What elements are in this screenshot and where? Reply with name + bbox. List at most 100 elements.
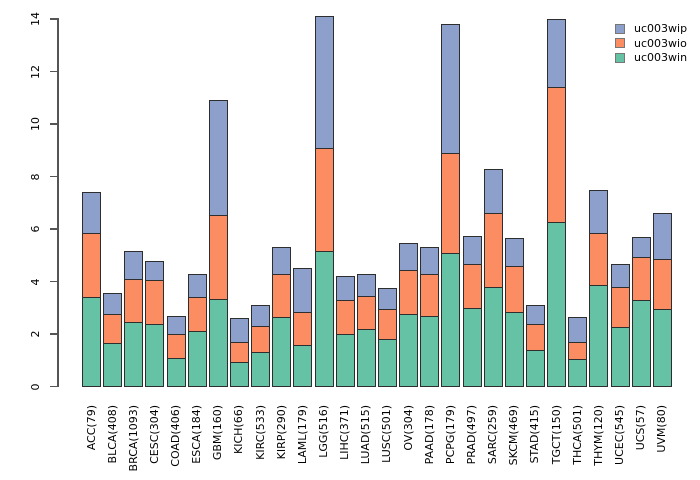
- bar-segment-uc003wip: [441, 24, 461, 154]
- x-tick-label: BRCA(1093): [126, 405, 140, 472]
- x-tick-label: KICH(66): [232, 405, 246, 454]
- bar-segment-uc003win: [251, 352, 271, 387]
- bar-segment-uc003wip: [314, 16, 334, 149]
- legend-item: uc003wip: [615, 23, 687, 35]
- y-tick-label: 2: [29, 330, 42, 338]
- bar-segment-uc003win: [441, 252, 461, 387]
- legend-item: uc003win: [615, 52, 687, 64]
- x-tick-label: BLCA(408): [105, 405, 119, 464]
- bar-segment-uc003wio: [314, 147, 334, 253]
- y-tick-label: 8: [29, 173, 42, 180]
- bar-segment-uc003wio: [272, 273, 292, 318]
- bar-segment-uc003wio: [547, 87, 567, 224]
- y-tick: [50, 385, 57, 388]
- bar-segment-uc003wip: [568, 316, 588, 343]
- bar-segment-uc003win: [377, 339, 397, 387]
- y-tick-label: 14: [29, 12, 42, 26]
- bar-segment-uc003wio: [441, 152, 461, 254]
- legend-label: uc003wip: [634, 22, 688, 36]
- bar-segment-uc003win: [356, 328, 376, 387]
- legend-item: uc003wio: [615, 38, 687, 50]
- legend-swatch-icon: [615, 38, 625, 49]
- bar-segment-uc003win: [335, 334, 355, 387]
- bar-segment-uc003wip: [229, 318, 249, 343]
- y-tick: [50, 228, 57, 230]
- bar-segment-uc003win: [103, 343, 123, 387]
- bar-segment-uc003wio: [356, 295, 376, 330]
- bar-segment-uc003wip: [483, 168, 503, 215]
- bar-segment-uc003wio: [377, 309, 397, 341]
- bar-segment-uc003wip: [589, 189, 609, 234]
- bar-segment-uc003wio: [589, 232, 609, 287]
- y-tick-label: 10: [29, 117, 42, 131]
- bar-segment-uc003wip: [547, 19, 567, 89]
- bar-segment-uc003wip: [103, 293, 123, 316]
- bar-segment-uc003win: [652, 309, 672, 387]
- bar-segment-uc003wio: [187, 297, 207, 333]
- bar-segment-uc003wip: [335, 276, 355, 301]
- bar-segment-uc003wio: [420, 273, 440, 317]
- bar-segment-uc003win: [272, 316, 292, 387]
- bar-segment-uc003win: [631, 299, 651, 387]
- bar-segment-uc003wip: [251, 305, 271, 328]
- bar-segment-uc003wip: [356, 273, 376, 297]
- y-tick: [50, 70, 57, 73]
- bar-segment-uc003wip: [187, 273, 207, 299]
- x-tick-label: STAD(415): [528, 405, 542, 464]
- bar-segment-uc003win: [525, 349, 545, 387]
- x-tick-label: THYM(120): [591, 405, 605, 466]
- legend-swatch-icon: [615, 23, 625, 34]
- bar-segment-uc003win: [420, 315, 440, 387]
- x-tick-label: LGG(516): [317, 405, 331, 458]
- y-tick: [50, 18, 57, 20]
- bar-segment-uc003wip: [420, 247, 440, 275]
- bar-segment-uc003wip: [293, 268, 313, 313]
- bar-segment-uc003wip: [525, 305, 545, 325]
- y-tick-label: 12: [29, 64, 42, 79]
- x-tick-label: ESCA(184): [190, 405, 204, 464]
- x-tick-label: LAML(179): [295, 405, 309, 465]
- bar-segment-uc003wio: [525, 323, 545, 351]
- bar-segment-uc003win: [462, 307, 482, 387]
- bar-segment-uc003wio: [293, 311, 313, 346]
- x-tick-label: THCA(501): [570, 405, 584, 465]
- bar-segment-uc003wio: [462, 264, 482, 309]
- bar-segment-uc003win: [145, 323, 165, 387]
- y-tick: [50, 123, 57, 125]
- bar-segment-uc003wip: [462, 235, 482, 266]
- bar-segment-uc003wio: [568, 341, 588, 360]
- bar-segment-uc003wip: [82, 192, 101, 234]
- legend-swatch-icon: [615, 52, 625, 63]
- y-tick: [50, 280, 57, 283]
- bar-segment-uc003wip: [504, 238, 524, 267]
- bar-segment-uc003win: [124, 322, 144, 387]
- x-tick-label: LUAD(515): [359, 405, 373, 465]
- bar-segment-uc003wio: [504, 265, 524, 313]
- bar-segment-uc003wio: [124, 278, 144, 324]
- bar-segment-uc003wio: [166, 334, 186, 359]
- legend-label: uc003wio: [634, 36, 687, 50]
- x-tick-label: KIRC(533): [253, 405, 267, 460]
- x-tick-label: COAD(406): [169, 405, 183, 467]
- legend: uc003wip uc003wio uc003win: [615, 23, 687, 64]
- bar-segment-uc003win: [208, 298, 228, 387]
- bar-segment-uc003win: [187, 331, 207, 387]
- x-tick-label: GBM(160): [211, 405, 225, 461]
- x-tick-label: UVM(80): [655, 405, 669, 453]
- bar-segment-uc003win: [483, 286, 503, 387]
- x-tick-label: LUSC(501): [380, 405, 394, 463]
- bar-segment-uc003wio: [229, 341, 249, 363]
- bar-segment-uc003win: [229, 361, 249, 387]
- x-tick-label: SARC(259): [486, 405, 500, 465]
- x-tick-label: LIHC(371): [338, 405, 352, 460]
- bar-segment-uc003win: [166, 357, 186, 387]
- bar-segment-uc003wio: [335, 299, 355, 335]
- x-tick-label: UCS(57): [634, 405, 648, 451]
- bar-segment-uc003wip: [631, 236, 651, 258]
- bar-segment-uc003win: [82, 297, 101, 387]
- legend-label: uc003win: [634, 51, 688, 65]
- bar-segment-uc003wio: [103, 314, 123, 345]
- x-tick-label: PCPG(179): [443, 405, 457, 465]
- x-tick-label: PRAD(497): [465, 405, 479, 465]
- bar-segment-uc003wio: [631, 256, 651, 301]
